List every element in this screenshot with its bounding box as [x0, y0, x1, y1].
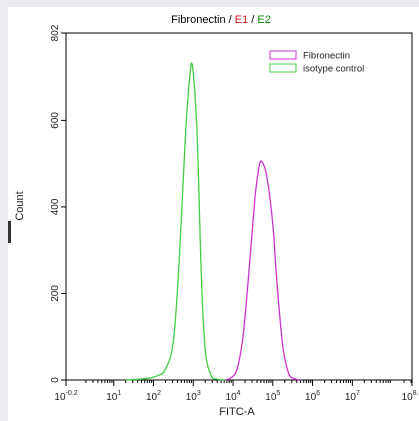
chart-panel: Fibronectin / E1 / E2 0 200 400 600 802 10-0…: [8, 7, 419, 421]
x-tick-exponent: -0.2: [66, 390, 78, 397]
series-line-fibronectin: [224, 160, 301, 381]
x-tick-exponent: 1: [117, 390, 121, 397]
x-tick-exponent: 2: [157, 390, 161, 397]
x-tick-base: 10: [265, 392, 277, 403]
y-axis: 0 200 400 600 802: [50, 24, 66, 383]
x-tick-base: 10: [146, 392, 158, 403]
x-tick-exponent: 3: [197, 390, 201, 397]
plot-area: [65, 32, 413, 381]
chart-title: Fibronectin / E1 / E2: [171, 14, 271, 26]
x-axis-label: FITC-A: [219, 406, 255, 418]
y-axis-label: Count: [14, 191, 26, 220]
x-tick-exponent: 4: [237, 390, 241, 397]
x-tick-exponent: 5: [276, 390, 280, 397]
x-tick-label: 104: [226, 390, 241, 403]
x-tick-exponent: 7: [356, 390, 360, 397]
legend-swatch-fibronectin: [269, 50, 297, 60]
x-tick-exponent: 8.5: [413, 390, 419, 397]
x-tick-base: 10: [54, 392, 66, 403]
y-tick-label: 400: [50, 198, 61, 215]
title-part: E1: [235, 14, 248, 26]
x-tick-base: 10: [305, 392, 317, 403]
x-tick-exponent: 6: [316, 390, 320, 397]
x-tick-label: 103: [186, 390, 201, 403]
x-tick-label: 107: [345, 390, 360, 403]
title-part: Fibronectin /: [171, 14, 235, 26]
x-tick-base: 10: [186, 392, 198, 403]
x-tick-base: 10: [402, 392, 414, 403]
legend-label-isotype-control: isotype control: [303, 64, 364, 75]
x-tick-label: 108.5: [402, 390, 419, 403]
x-tick-base: 10: [226, 392, 238, 403]
y-tick-label: 200: [50, 285, 61, 302]
x-tick-label: 106: [305, 390, 320, 403]
edge-marker: [8, 221, 11, 243]
y-tick-label: 802: [50, 24, 61, 41]
y-tick-label: 0: [50, 377, 61, 383]
x-tick-base: 10: [106, 392, 118, 403]
x-tick-label: 101: [106, 390, 121, 403]
title-part: /: [248, 14, 257, 26]
legend-swatch-isotype-control: [269, 63, 297, 73]
series-line-isotype-control: [125, 62, 226, 381]
legend-label-fibronectin: Fibronectin: [303, 51, 350, 62]
series-layer: [125, 62, 301, 381]
y-tick-label: 600: [50, 112, 61, 129]
x-tick-label: 102: [146, 390, 161, 403]
legend: Fibronectin isotype control: [269, 50, 364, 75]
x-tick-label: 105: [265, 390, 280, 403]
x-tick-base: 10: [345, 392, 357, 403]
title-part: E2: [257, 14, 270, 26]
x-tick-label: 10-0.2: [54, 390, 77, 403]
